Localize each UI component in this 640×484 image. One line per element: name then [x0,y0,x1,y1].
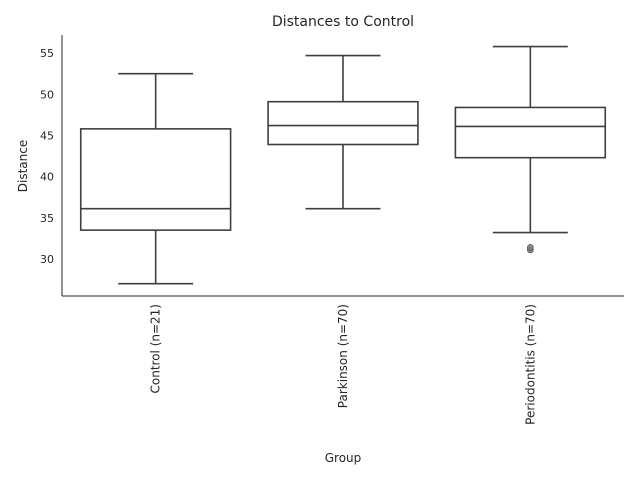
box-3 [454,45,607,254]
x-tick-label: Parkinson (n=70) [336,304,350,408]
box-series [79,45,607,285]
box-iqr [454,106,607,159]
y-tick-label: 55 [40,47,54,60]
box-iqr [267,100,419,146]
y-tick-label: 35 [40,212,54,225]
box-iqr [79,128,232,231]
y-tick-label: 45 [40,129,54,142]
y-axis-label: Distance [16,140,30,192]
outlier-point [527,244,534,251]
y-tick-label: 50 [40,88,54,101]
y-tick-label: 30 [40,253,54,266]
chart-title: Distances to Control [272,14,414,30]
x-tick-label: Control (n=21) [149,304,163,393]
y-axis-ticks: 30 35 40 45 50 55 [40,47,54,266]
x-axis-ticks: Control (n=21) Parkinson (n=70) Periodonti… [149,304,538,425]
y-tick-label: 40 [40,171,54,184]
x-axis-label: Group [325,451,362,465]
x-tick-label: Periodontitis (n=70) [523,304,537,425]
box-1 [79,72,232,285]
box-2 [267,54,419,210]
